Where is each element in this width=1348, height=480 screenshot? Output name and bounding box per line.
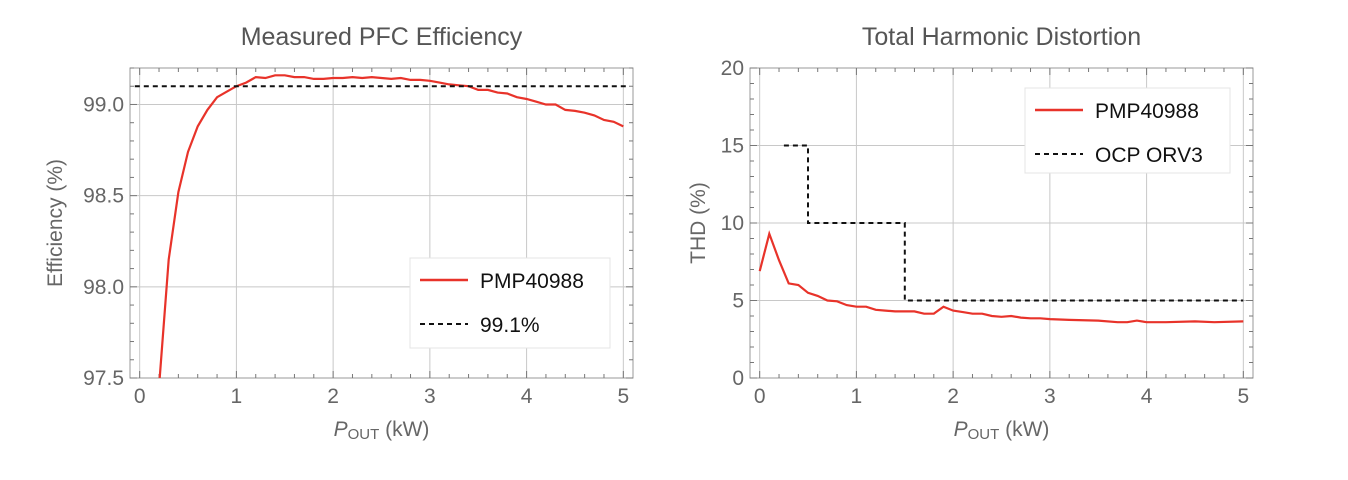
x-tick-label: 3 — [424, 385, 436, 408]
series-line-ocp-orv3 — [783, 144, 1244, 302]
chart-title: Measured PFC Efficiency — [241, 23, 523, 51]
x-tick-label: 1 — [851, 385, 863, 408]
x-axis-label-unit: (kW) — [379, 418, 429, 441]
x-tick-label: 3 — [1044, 385, 1056, 408]
x-tick-label: 0 — [754, 385, 766, 408]
y-tick-label: 0 — [732, 367, 744, 390]
chart-panel-0: 0 1 2 3 4 5 97.5 98.0 98.5 99.0 Measured PFC Effic… — [44, 23, 634, 443]
y-tick-label: 97.5 — [83, 367, 124, 390]
x-tick-label: 0 — [134, 385, 146, 408]
x-tick-label: 2 — [947, 385, 959, 408]
y-axis-label: THD (%) — [687, 182, 710, 264]
x-tick-label: 4 — [1141, 385, 1153, 408]
x-axis-label-main: P — [954, 418, 968, 441]
legend-label: PMP40988 — [1095, 100, 1199, 123]
x-tick-label: 2 — [327, 385, 339, 408]
y-tick-label: 5 — [732, 290, 744, 313]
y-tick-label: 98.5 — [83, 185, 124, 208]
y-tick-label: 99.0 — [83, 93, 124, 116]
legend: PMP40988 OCP ORV3 — [1024, 87, 1231, 174]
x-axis-label-main: P — [334, 418, 348, 441]
x-axis-label-sub: OUT — [348, 426, 380, 443]
y-tick-label: 15 — [721, 135, 744, 158]
plot-frame — [129, 67, 634, 379]
x-axis-label-unit: (kW) — [999, 418, 1049, 441]
y-axis-label: Efficiency (%) — [44, 159, 67, 287]
chart-title: Total Harmonic Distortion — [862, 23, 1141, 51]
x-tick-label: 4 — [521, 385, 533, 408]
x-tick-label: 1 — [231, 385, 243, 408]
legend-label: 99.1% — [480, 314, 540, 337]
y-tick-label: 10 — [721, 212, 744, 235]
series-line-pmp40988 — [758, 230, 1244, 324]
x-tick-label: 5 — [617, 385, 629, 408]
legend-box — [1024, 87, 1231, 174]
y-tick-label: 98.0 — [83, 276, 124, 299]
legend-label: PMP40988 — [480, 270, 584, 293]
x-axis-label: POUT (kW) — [334, 418, 430, 443]
legend-label: OCP ORV3 — [1095, 144, 1203, 167]
x-tick-label: 5 — [1237, 385, 1249, 408]
chart-panel-1: 0 1 2 3 4 5 0 5 10 15 20 Total Harmonic Distortion P… — [687, 23, 1254, 443]
legend: PMP40988 99.1% — [409, 257, 611, 349]
y-tick-label: 20 — [721, 57, 744, 80]
legend-box — [409, 257, 611, 349]
x-axis-label-sub: OUT — [968, 426, 1000, 443]
x-axis-label: POUT (kW) — [954, 418, 1050, 443]
